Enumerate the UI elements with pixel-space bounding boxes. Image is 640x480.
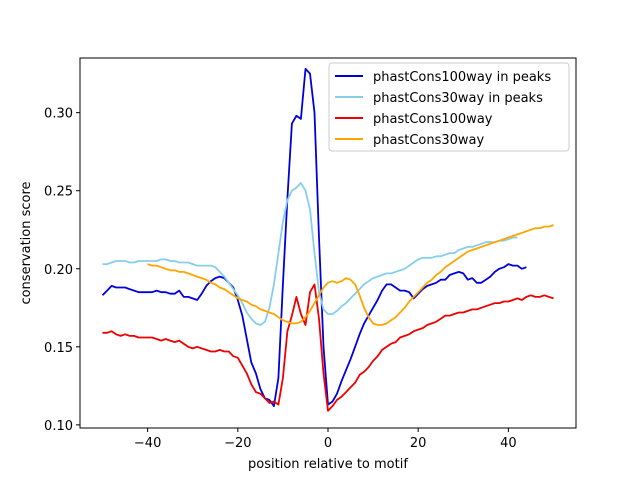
series-line-2 [102, 283, 554, 412]
legend-label: phastCons100way in peaks [373, 70, 551, 85]
y-tick-label: 0.25 [44, 185, 73, 200]
x-tick-label: 40 [500, 436, 517, 451]
legend-label: phastCons30way in peaks [373, 91, 543, 106]
legend-box [328, 62, 570, 152]
legend: phastCons100way in peaks phastCons30way i… [328, 62, 570, 152]
x-tick-label: 0 [324, 436, 332, 451]
x-tick-label: 20 [410, 436, 427, 451]
x-axis-label: position relative to motif [248, 457, 408, 472]
x-axis-ticks: −40 −20 0 20 40 [134, 428, 517, 451]
x-tick-label: −20 [224, 436, 251, 451]
y-tick-label: 0.15 [44, 341, 73, 356]
y-axis-label: conservation score [19, 181, 34, 304]
legend-label: phastCons100way [373, 112, 493, 127]
series-line-0 [101, 68, 527, 408]
legend-label: phastCons30way [373, 133, 485, 148]
plot-lines [101, 68, 554, 412]
y-axis-ticks: 0.10 0.15 0.20 0.25 0.30 [44, 107, 80, 434]
y-tick-label: 0.30 [44, 107, 73, 122]
series-line-1 [102, 181, 518, 326]
y-tick-label: 0.20 [44, 263, 73, 278]
y-tick-label: 0.10 [44, 419, 73, 434]
series-line-3 [147, 224, 554, 326]
x-tick-label: −40 [134, 436, 161, 451]
